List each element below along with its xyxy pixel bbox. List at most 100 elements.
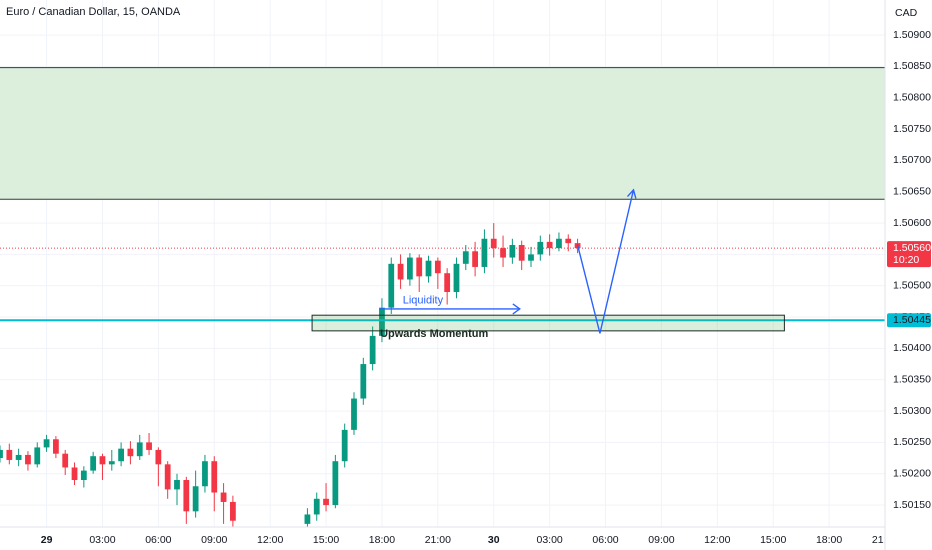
chart-title: Euro / Canadian Dollar, 15, OANDA: [6, 6, 181, 18]
candle-body: [453, 263, 460, 293]
arrow-head: [512, 303, 521, 315]
candle-body: [313, 498, 320, 515]
x-tick-label: 15:00: [760, 534, 786, 546]
x-tick-label: 30: [488, 534, 500, 546]
x-tick-label: 06:00: [592, 534, 618, 546]
candle-body: [71, 467, 78, 481]
candle-body: [34, 447, 41, 465]
y-tick-label: 1.50800: [893, 92, 931, 104]
candle-body: [15, 454, 22, 460]
candle-body: [220, 492, 227, 502]
candle-body: [528, 254, 534, 261]
candle-body: [332, 461, 339, 506]
x-tick-label: 29: [41, 534, 53, 546]
y-tick-label: 1.50650: [893, 186, 931, 198]
candle-body: [0, 449, 3, 459]
candle-body: [25, 454, 31, 465]
y-tick-label: 1.50750: [893, 123, 931, 135]
level-tag: [887, 313, 931, 328]
candle-body: [108, 461, 115, 465]
candle-body: [323, 498, 329, 506]
candle-body: [537, 241, 544, 255]
candle-body: [351, 398, 357, 430]
candle-body: [546, 241, 553, 249]
candle-body: [211, 461, 218, 493]
y-tick-label: 1.50300: [893, 405, 931, 417]
x-tick-label: 09:00: [201, 534, 227, 546]
y-tick-label: 1.50850: [893, 60, 931, 72]
currency: CAD: [895, 7, 918, 19]
candle-body: [481, 238, 488, 267]
candle-body: [472, 251, 478, 267]
candle-body: [127, 448, 134, 457]
y-tick-label: 1.50900: [893, 29, 931, 41]
x-tick-label: 03:00: [536, 534, 562, 546]
candle-body: [407, 257, 413, 280]
y-tick-label: 1.50400: [893, 342, 931, 354]
arrow-head: [626, 188, 637, 199]
y-tick-label: 1.50350: [893, 374, 931, 386]
candle-body: [509, 245, 516, 258]
liquidity-label: Liquidity: [403, 295, 444, 307]
candle-body: [230, 501, 236, 521]
x-tick-label: 06:00: [145, 534, 171, 546]
candle-body: [155, 449, 162, 465]
candle-body: [518, 245, 525, 261]
candle-body: [183, 480, 190, 512]
candle-body: [341, 429, 348, 462]
candle-body: [360, 364, 367, 399]
candle-body: [202, 461, 208, 487]
y-tick-label: 1.50250: [893, 436, 931, 448]
current-price-tag: [887, 241, 931, 268]
countdown: 10:20: [893, 254, 919, 266]
candle-body: [565, 238, 572, 244]
candle-body: [90, 456, 97, 471]
candle-body: [62, 453, 69, 468]
candle-body: [444, 273, 451, 293]
x-tick-label: 18:00: [816, 534, 842, 546]
current-price: 1.50560: [893, 242, 931, 254]
candle-body: [462, 251, 469, 264]
candle-body: [174, 480, 180, 490]
candle-body: [136, 442, 143, 457]
candle-body: [80, 470, 87, 481]
candle-body: [397, 263, 404, 280]
candle-body: [6, 449, 13, 460]
candle-body: [490, 238, 497, 249]
candle-body: [556, 238, 562, 249]
candle-body: [53, 439, 59, 454]
candle-body: [146, 442, 152, 450]
candle-body: [500, 248, 506, 258]
candle-body: [369, 335, 376, 365]
demand-box: [311, 314, 785, 332]
y-tick-label: 1.50150: [893, 499, 931, 511]
candle-body: [118, 448, 124, 462]
projection-path: [576, 189, 635, 334]
x-tick-label: 12:00: [704, 534, 730, 546]
candle-body: [416, 257, 423, 277]
y-tick-label: 1.50600: [893, 217, 931, 229]
x-tick-label: 18:00: [369, 534, 395, 546]
candle-body: [388, 263, 395, 308]
candle-body: [304, 514, 311, 524]
candle-body: [43, 439, 50, 448]
candle-body: [164, 464, 171, 490]
y-tick-label: 1.50700: [893, 154, 931, 166]
supply-zone: [0, 67, 885, 200]
x-tick-label: 15:00: [313, 534, 339, 546]
candle-body: [379, 307, 385, 336]
price-axis: [885, 0, 932, 550]
candle-body: [99, 456, 106, 465]
momentum-label: Upwards Momentum: [380, 328, 488, 340]
candle-body: [425, 260, 432, 277]
x-tick-label: 09:00: [648, 534, 674, 546]
candle-body: [434, 260, 441, 274]
plot-area: Liquidity Upwards Momentum: [0, 0, 885, 527]
y-tick-label: 1.50500: [893, 280, 931, 292]
y-tick-label: 1.50200: [893, 468, 931, 480]
x-tick-label: 21:00: [425, 534, 451, 546]
level-price: 1.50445: [893, 314, 931, 326]
x-tick-label: 12:00: [257, 534, 283, 546]
